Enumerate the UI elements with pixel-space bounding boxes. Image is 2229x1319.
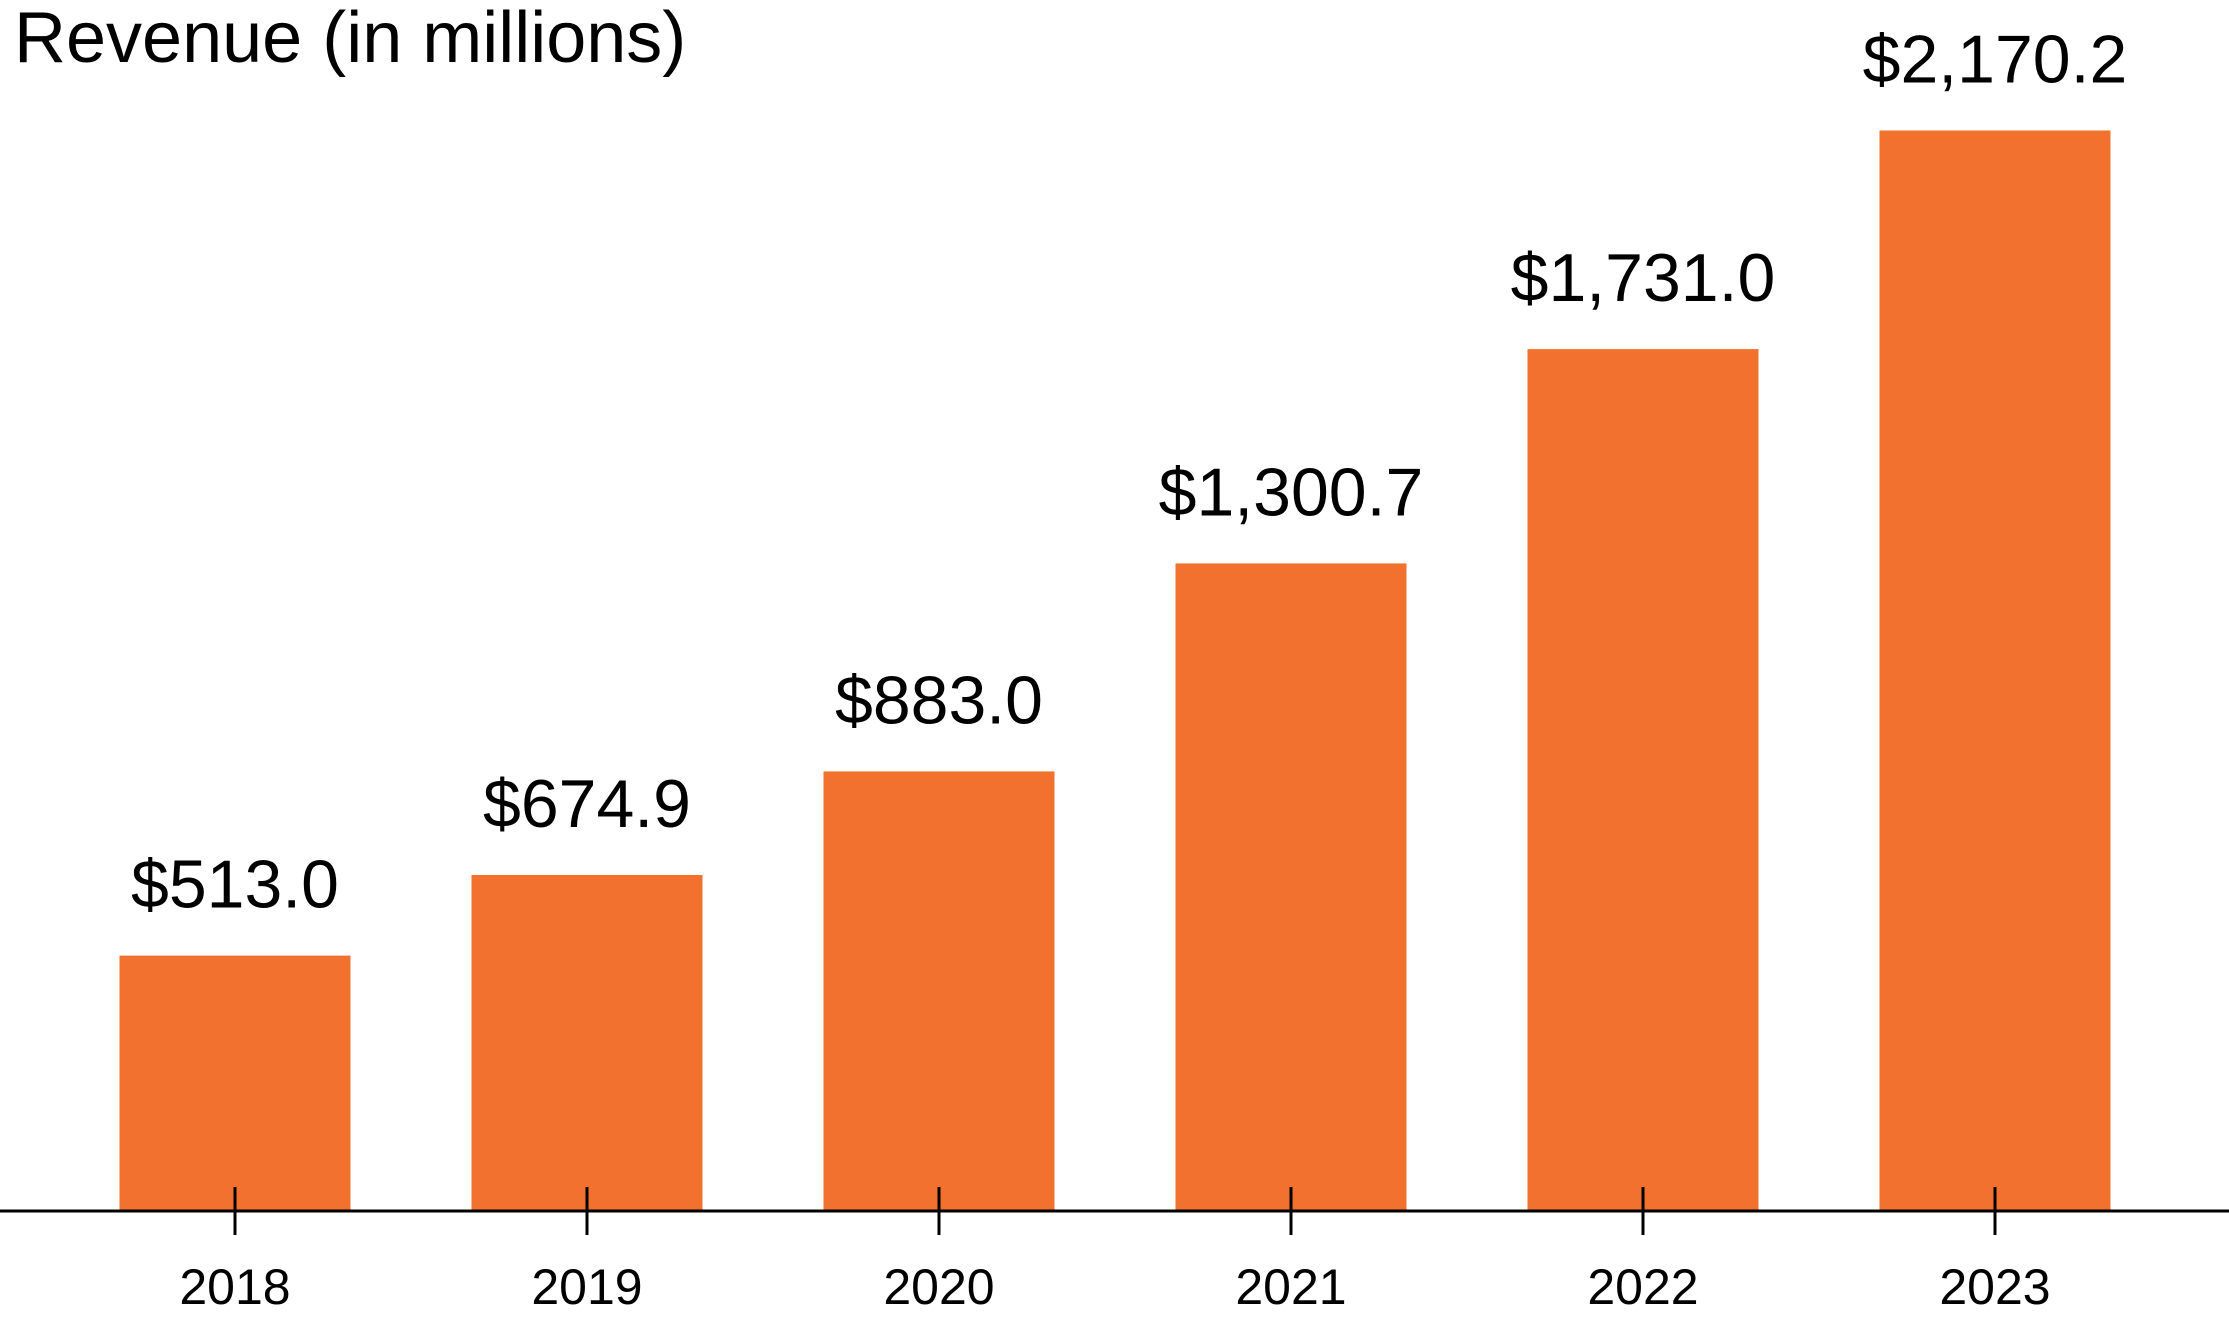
x-tick-label-2018: 2018 <box>179 1259 290 1315</box>
value-label-2022: $1,731.0 <box>1511 240 1776 316</box>
value-labels-group: $513.0 $674.9 $883.0 $1,300.7 $1,731.0 $2,170… <box>131 22 2127 923</box>
chart-title: Revenue (in millions) <box>14 0 686 78</box>
x-axis-tick-labels-group: 2018 2019 2020 2021 2022 2023 <box>179 1259 2050 1315</box>
value-label-2021: $1,300.7 <box>1159 454 1424 530</box>
bar-2018 <box>119 955 351 1211</box>
value-label-2023: $2,170.2 <box>1863 22 2128 98</box>
bar-2023 <box>1879 130 2111 1211</box>
x-tick-label-2022: 2022 <box>1587 1259 1698 1315</box>
bars-group <box>119 130 2111 1212</box>
x-axis-ticks-group <box>233 1187 1997 1235</box>
x-tick-label-2021: 2021 <box>1235 1259 1346 1315</box>
value-label-2019: $674.9 <box>483 766 691 842</box>
bar-2022 <box>1527 349 1759 1212</box>
bar-2021 <box>1175 563 1407 1211</box>
x-tick-label-2023: 2023 <box>1939 1259 2050 1315</box>
x-tick-label-2019: 2019 <box>531 1259 642 1315</box>
bar-2020 <box>823 771 1055 1211</box>
bar-2019 <box>471 875 703 1211</box>
value-label-2018: $513.0 <box>131 847 339 923</box>
x-tick-label-2020: 2020 <box>883 1259 994 1315</box>
value-label-2020: $883.0 <box>835 662 1043 738</box>
